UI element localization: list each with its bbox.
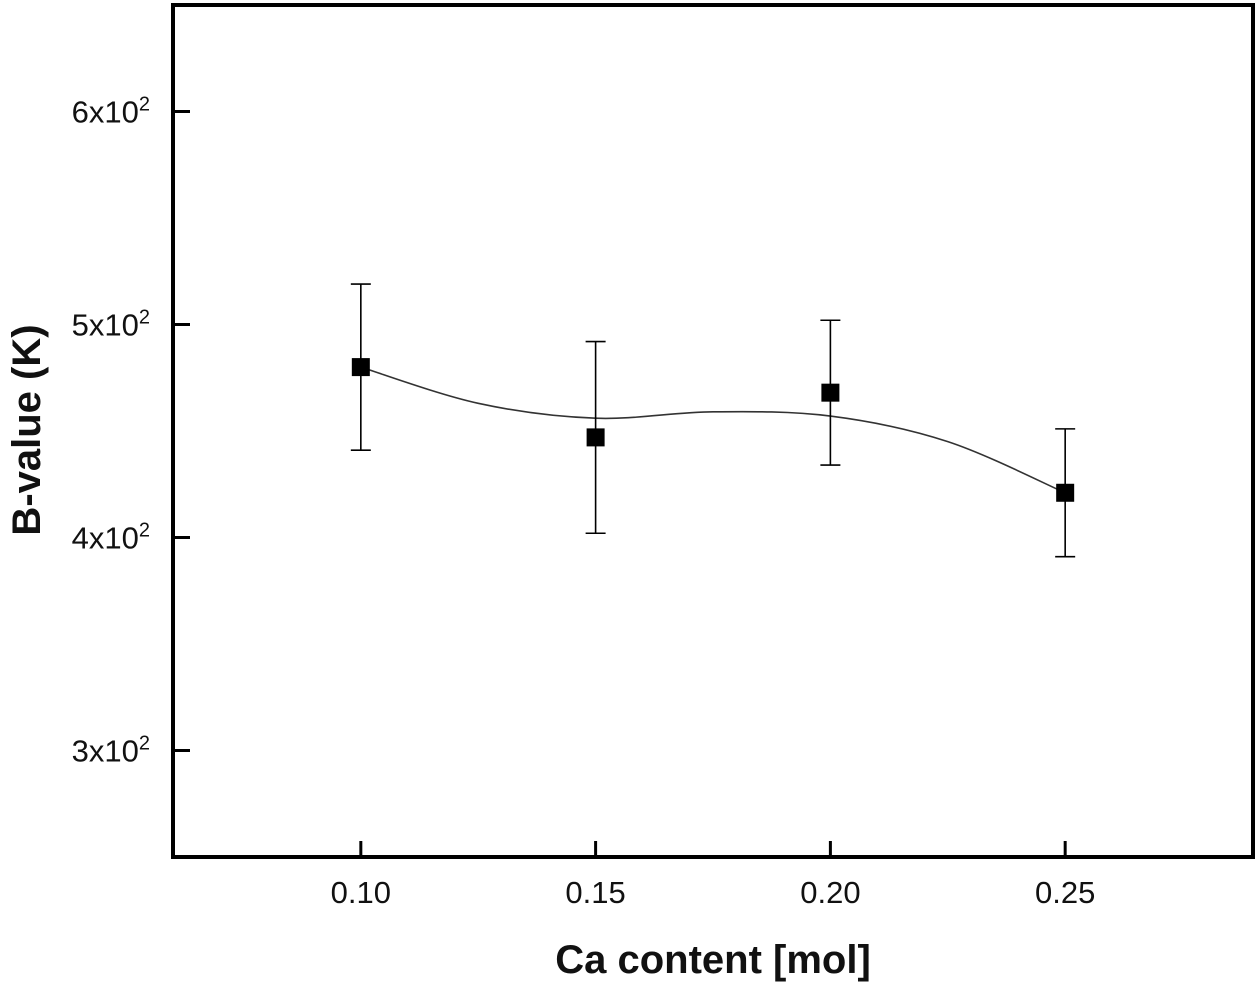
y-tick-label: 5x102 [72,307,150,343]
y-tick-mantissa: 4x10 [72,521,139,556]
data-point-marker [1056,483,1075,502]
x-axis-title: Ca content [mol] [555,938,871,982]
y-tick-exponent: 2 [139,307,150,329]
x-tick-label: 0.15 [565,875,625,910]
y-tick-label: 3x102 [72,733,150,769]
data-point-marker [351,358,370,377]
y-tick-label: 6x102 [72,94,150,130]
y-tick-exponent: 2 [139,733,150,755]
plot-border [171,3,1255,859]
y-tick-label: 4x102 [72,520,150,556]
y-tick-exponent: 2 [139,94,150,116]
y-tick-mantissa: 5x10 [72,308,139,343]
x-tick-label: 0.10 [331,875,391,910]
y-tick-mantissa: 6x10 [72,95,139,130]
x-tick-label: 0.25 [1035,875,1095,910]
plot-frame [171,3,1255,859]
y-tick-exponent: 2 [139,520,150,542]
data-point-marker [586,428,605,447]
fit-curve-group [360,366,1066,494]
x-tick-label: 0.20 [800,875,860,910]
y-tick-mantissa: 3x10 [72,734,139,769]
y-axis-title: B-value (K) [5,324,49,535]
data-point-marker [821,383,840,402]
fit-curve-line [360,366,1066,494]
data-points [350,283,1076,558]
